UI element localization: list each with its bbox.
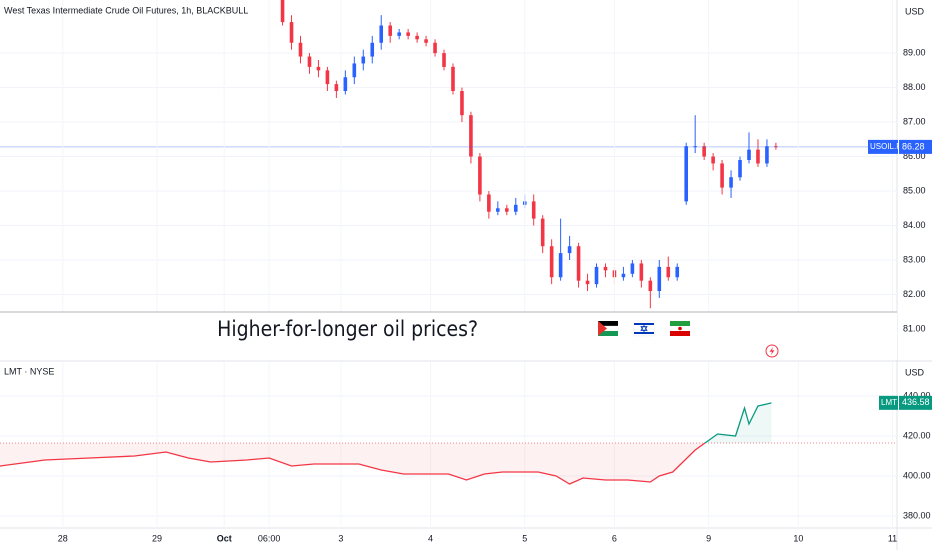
candle-body [478, 156, 482, 195]
candle-body [648, 280, 653, 292]
candle-body [307, 56, 312, 67]
x-tick-label: 4 [428, 533, 433, 543]
symbol-label: LMT [881, 398, 897, 407]
candle-body [711, 156, 715, 164]
last-price: 436.58 [902, 397, 930, 407]
flag-palestine [597, 321, 619, 336]
candle-body [531, 201, 536, 219]
price-badge [899, 395, 932, 410]
candle-body [513, 204, 518, 212]
symbol-label: USOIL.F [870, 142, 901, 151]
candle-body [567, 246, 572, 254]
flag-israel [633, 320, 655, 337]
candle-body [469, 115, 473, 157]
y-tick-label: 86.00 [903, 151, 926, 161]
y-tick-label: 420.00 [903, 430, 931, 440]
candle-body [451, 66, 455, 92]
x-tick-label: 9 [706, 533, 711, 543]
y-tick-label: 84.00 [903, 220, 926, 230]
y-tick-label: 440.00 [903, 390, 931, 400]
candle-body [496, 208, 500, 212]
x-tick-label: 10 [793, 533, 803, 543]
candle-body [487, 194, 491, 212]
symbol-badge [868, 139, 898, 154]
y-tick-label: 87.00 [903, 116, 926, 126]
candle-body [442, 53, 446, 67]
candle-body [352, 63, 357, 78]
candle-body [558, 253, 563, 278]
candle-body [774, 146, 778, 148]
x-tick-label: 06:00 [258, 533, 281, 543]
price-badge [899, 139, 932, 154]
candle-body [289, 22, 294, 43]
candle-body [702, 146, 706, 157]
y-tick-label: 380.00 [903, 510, 931, 520]
annotation: Higher-for-longer oil prices? [217, 317, 478, 341]
candle-body [460, 91, 464, 116]
candle-body [370, 42, 375, 57]
baseline-area [0, 402, 772, 484]
candle-body [666, 266, 671, 278]
candle-body [388, 25, 392, 36]
candle-body [576, 246, 581, 281]
last-price: 86.28 [902, 141, 925, 151]
candle-body [424, 39, 428, 43]
candle-body [505, 208, 509, 212]
y-tick-label: 82.00 [903, 289, 926, 299]
candle-body [361, 56, 366, 64]
x-tick-label: 29 [152, 533, 162, 543]
candle-body [630, 263, 635, 274]
x-tick-label: 6 [612, 533, 617, 543]
candle-body [325, 70, 330, 85]
candle-body [298, 42, 303, 57]
symbol-badge [879, 395, 898, 410]
candle-body [549, 246, 554, 278]
candle-body [639, 263, 644, 281]
candle-body [684, 146, 689, 202]
y-tick-label: 400.00 [903, 470, 931, 480]
flag-iran [670, 321, 690, 336]
candle-body [720, 163, 724, 188]
candle-body [693, 146, 697, 148]
candle-body [738, 160, 742, 178]
candle-body [397, 32, 401, 36]
currency: USD [905, 6, 925, 16]
candle-body [585, 280, 590, 285]
candle-body [756, 149, 760, 164]
banner [0, 312, 897, 360]
price-line [0, 402, 772, 485]
y-tick-label: 85.00 [903, 185, 926, 195]
candle-body [657, 266, 662, 292]
candle-body [540, 218, 545, 247]
x-tick-label: 11 [888, 533, 897, 543]
chart-title: West Texas Intermediate Crude Oil Future… [4, 5, 248, 15]
candle-body [406, 32, 410, 36]
candle-body [280, 0, 285, 23]
candle-body [594, 266, 599, 285]
candle-body [379, 25, 384, 43]
candle-body [621, 273, 626, 278]
candle-body [415, 35, 419, 40]
x-tick-label: 5 [522, 533, 527, 543]
candle-body [433, 42, 437, 54]
lower-title: LMT · NYSE [4, 366, 54, 376]
candle-body [729, 177, 733, 188]
x-tick-label: Oct [217, 533, 232, 543]
currency: USD [905, 367, 925, 377]
y-tick-label: 83.00 [903, 254, 926, 264]
candle-body [675, 266, 680, 278]
y-tick-label: 89.00 [903, 47, 926, 57]
candle-body [765, 146, 769, 164]
x-tick-label: 28 [58, 533, 68, 543]
candle-body [334, 84, 339, 92]
candle-body [747, 149, 751, 160]
candle-body [343, 77, 348, 92]
candle-body [603, 266, 608, 271]
lightning-icon[interactable] [765, 344, 779, 358]
y-tick-label: 81.00 [903, 323, 926, 333]
y-tick-label: 88.00 [903, 82, 926, 92]
x-tick-label: 3 [338, 533, 343, 543]
candle-body [316, 66, 321, 71]
